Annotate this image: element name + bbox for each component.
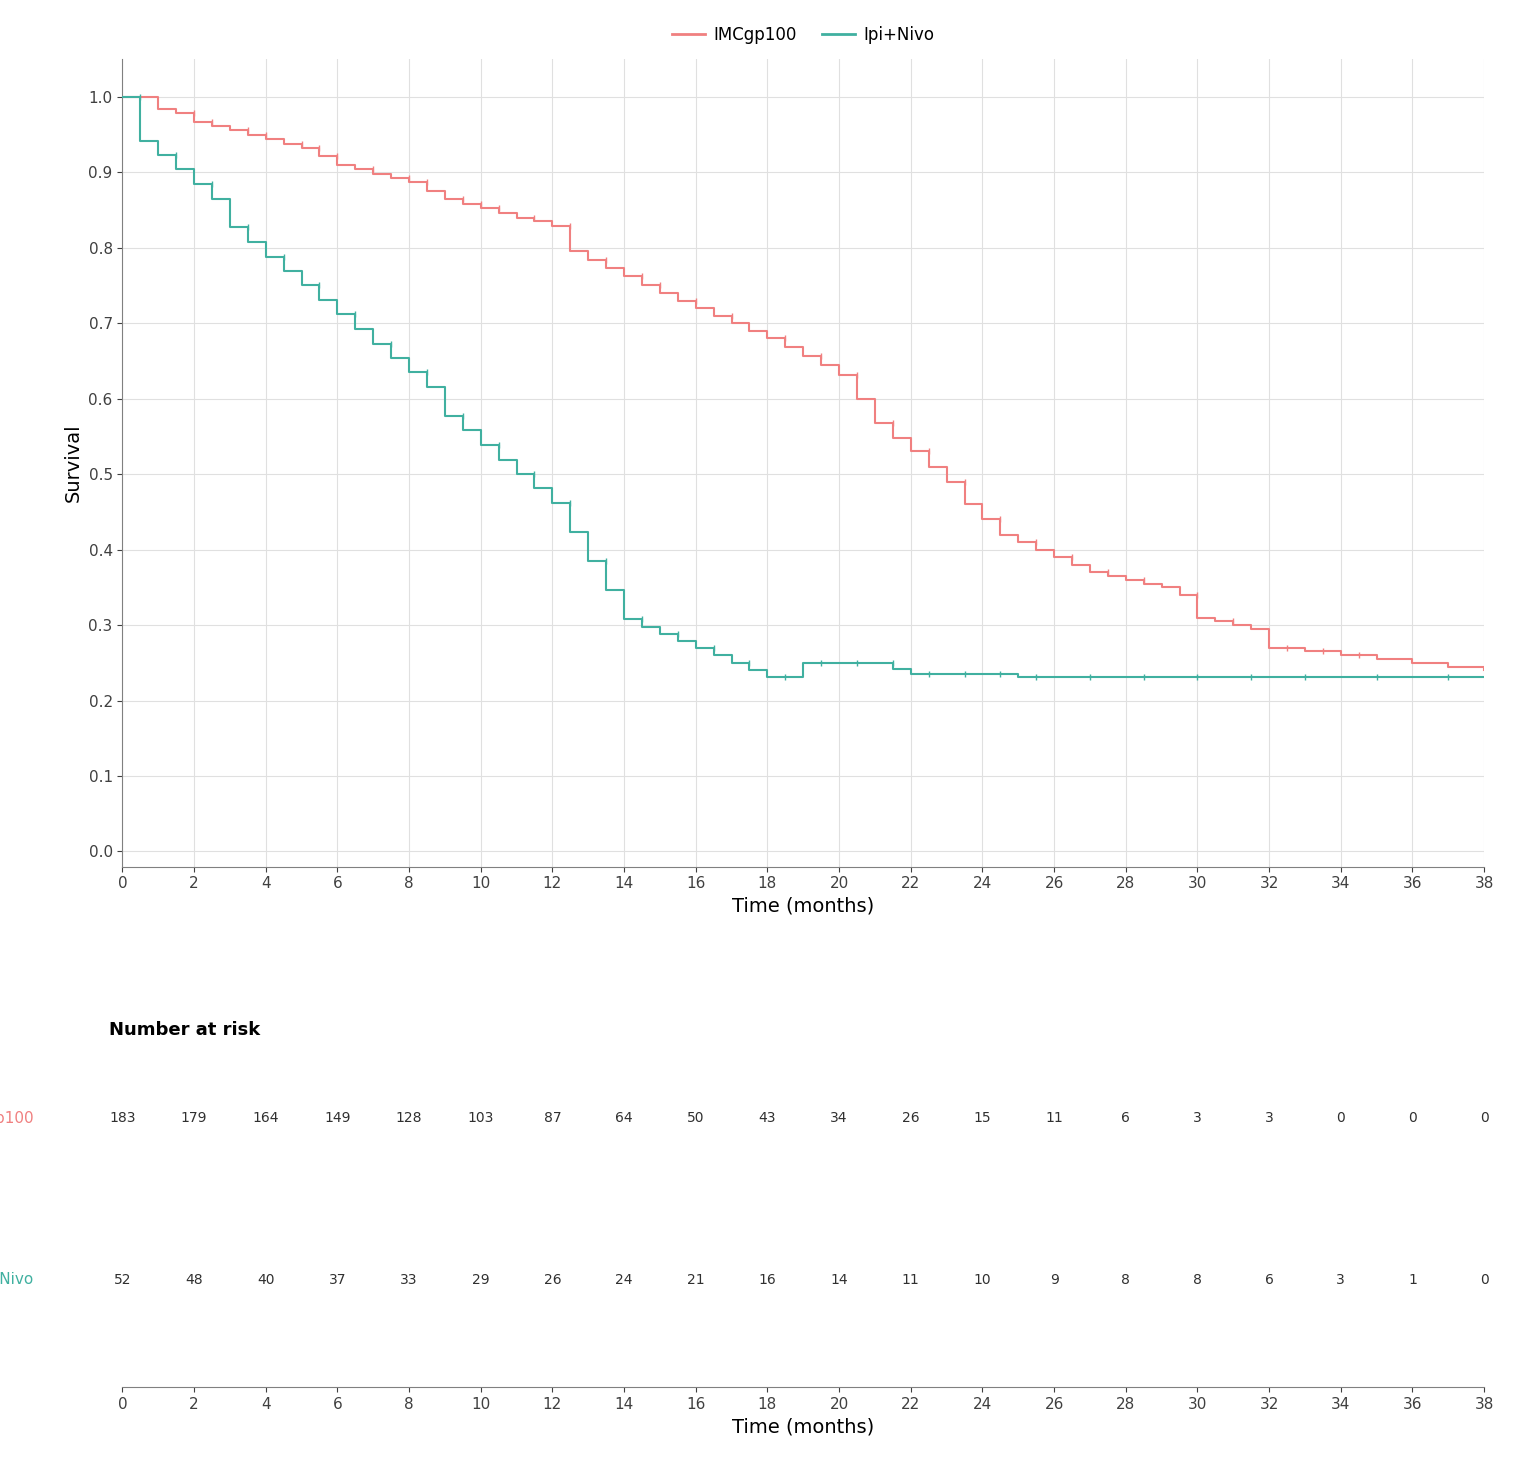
Text: Ipi+Nivo: Ipi+Nivo <box>0 1272 34 1287</box>
Text: 43: 43 <box>759 1111 776 1125</box>
Text: 40: 40 <box>257 1272 274 1287</box>
Text: 15: 15 <box>973 1111 991 1125</box>
Text: 3: 3 <box>1336 1272 1345 1287</box>
X-axis label: Time (months): Time (months) <box>733 897 874 915</box>
Text: 0: 0 <box>1408 1111 1417 1125</box>
Text: 34: 34 <box>831 1111 848 1125</box>
Text: IMCgp100: IMCgp100 <box>0 1111 34 1126</box>
Text: 21: 21 <box>687 1272 704 1287</box>
Legend: IMCgp100, Ipi+Nivo: IMCgp100, Ipi+Nivo <box>666 19 941 50</box>
Text: 16: 16 <box>759 1272 776 1287</box>
Text: 3: 3 <box>1265 1111 1273 1125</box>
Y-axis label: Survival: Survival <box>64 424 83 502</box>
Text: 0: 0 <box>1480 1111 1489 1125</box>
Text: 50: 50 <box>687 1111 704 1125</box>
Text: 24: 24 <box>615 1272 633 1287</box>
Text: 26: 26 <box>903 1111 920 1125</box>
Text: 37: 37 <box>329 1272 346 1287</box>
Text: Number at risk: Number at risk <box>109 1020 260 1039</box>
Text: 33: 33 <box>401 1272 418 1287</box>
Text: 6: 6 <box>1121 1111 1131 1125</box>
Text: 3: 3 <box>1193 1111 1201 1125</box>
Text: 164: 164 <box>252 1111 278 1125</box>
Text: 149: 149 <box>324 1111 350 1125</box>
Text: 6: 6 <box>1265 1272 1273 1287</box>
X-axis label: Time (months): Time (months) <box>733 1418 874 1436</box>
Text: 52: 52 <box>113 1272 132 1287</box>
Text: 11: 11 <box>1045 1111 1063 1125</box>
Text: 8: 8 <box>1121 1272 1131 1287</box>
Text: 14: 14 <box>831 1272 848 1287</box>
Text: 9: 9 <box>1050 1272 1059 1287</box>
Text: 0: 0 <box>1480 1272 1489 1287</box>
Text: 10: 10 <box>973 1272 991 1287</box>
Text: 0: 0 <box>1336 1111 1345 1125</box>
Text: 128: 128 <box>396 1111 422 1125</box>
Text: 1: 1 <box>1408 1272 1417 1287</box>
Text: 103: 103 <box>468 1111 494 1125</box>
Text: 64: 64 <box>615 1111 633 1125</box>
Text: 183: 183 <box>109 1111 136 1125</box>
Text: 48: 48 <box>185 1272 203 1287</box>
Text: 29: 29 <box>471 1272 490 1287</box>
Text: 179: 179 <box>181 1111 208 1125</box>
Text: 8: 8 <box>1193 1272 1203 1287</box>
Text: 11: 11 <box>901 1272 920 1287</box>
Text: 87: 87 <box>543 1111 562 1125</box>
Text: 26: 26 <box>543 1272 562 1287</box>
